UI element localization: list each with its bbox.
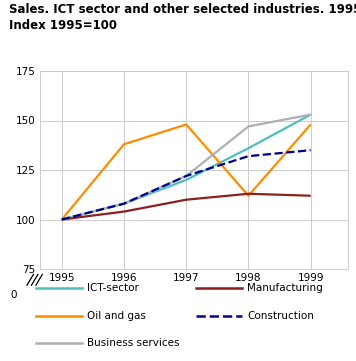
- Text: Construction: Construction: [247, 310, 314, 321]
- Text: Business services: Business services: [87, 338, 180, 348]
- Text: Sales. ICT sector and other selected industries. 1995-99.
Index 1995=100: Sales. ICT sector and other selected ind…: [9, 3, 356, 32]
- Text: 0: 0: [10, 290, 17, 300]
- Text: Oil and gas: Oil and gas: [87, 310, 146, 321]
- Text: ICT-sector: ICT-sector: [87, 283, 139, 293]
- Text: Manufacturing: Manufacturing: [247, 283, 323, 293]
